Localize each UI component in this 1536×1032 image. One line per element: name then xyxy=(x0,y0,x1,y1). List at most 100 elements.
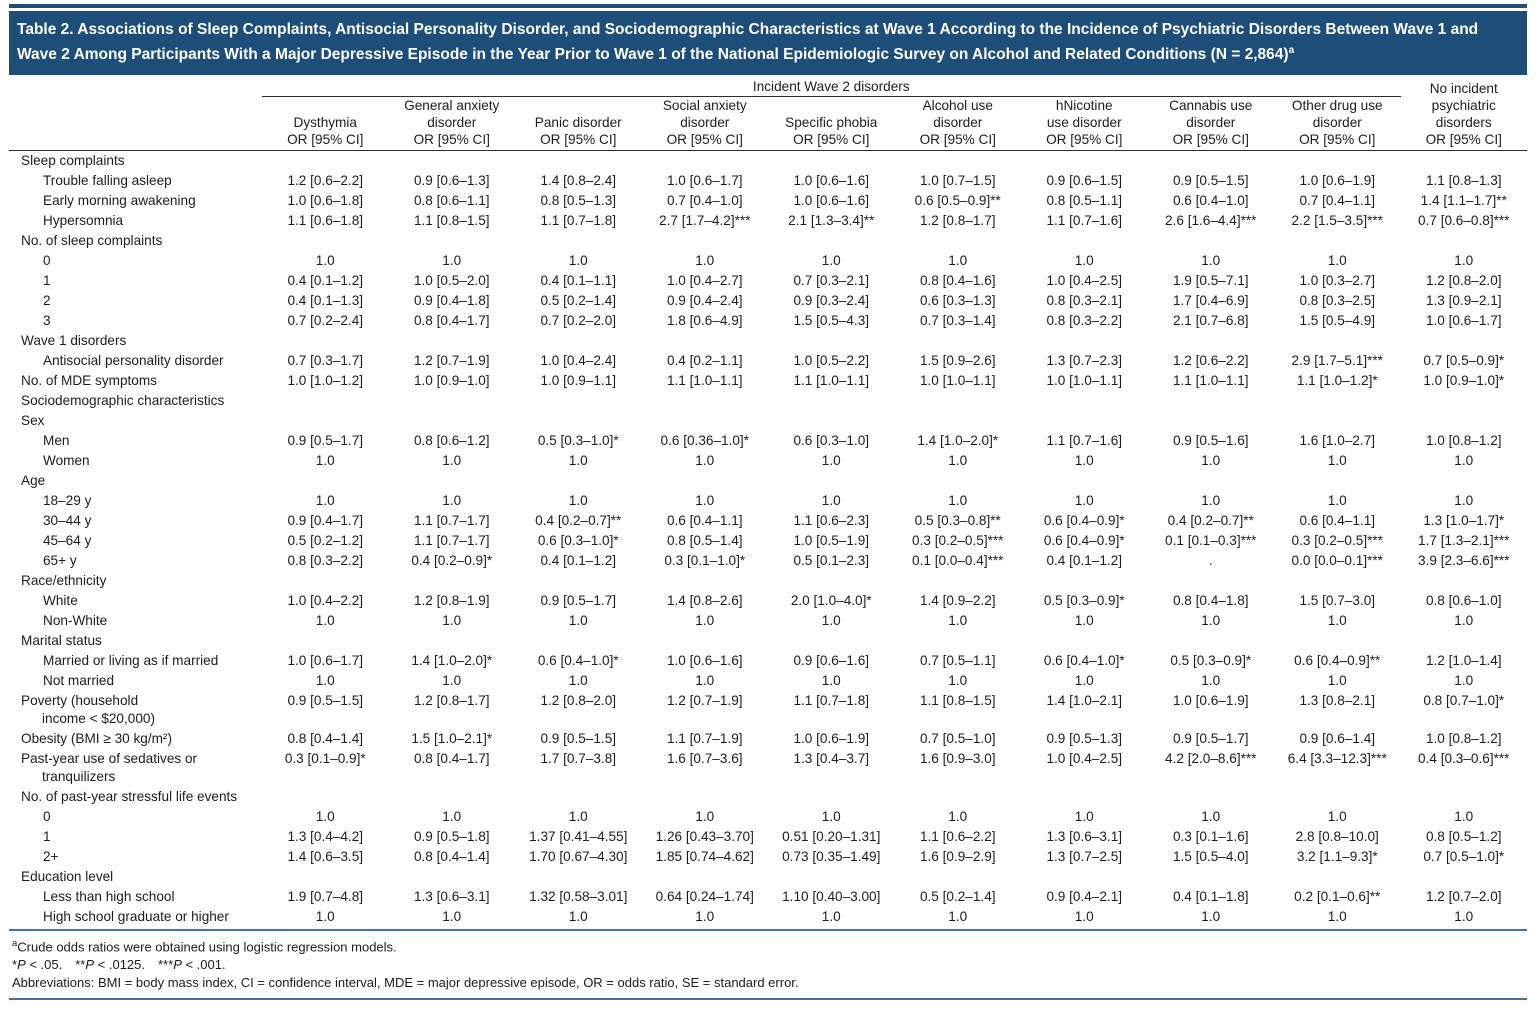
or-ci-cell: 1.5 [1.0–2.1]* xyxy=(411,731,493,747)
or-ci-cell: 1.0 xyxy=(821,613,841,629)
table-title: Table 2. Associations of Sleep Complaint… xyxy=(17,21,1479,64)
or-ci-cell: 0.3 [0.1–1.0]* xyxy=(664,553,746,569)
or-ci-cell: 1.2 [0.8–2.0] xyxy=(540,693,617,709)
row-label: Non-White xyxy=(43,613,108,629)
or-ci-cell: 1.0 xyxy=(315,809,335,825)
or-ci-cell: 0.7 [0.5–0.9]* xyxy=(1423,353,1505,369)
or-ci-cell: 1.4 [1.0–2.0]* xyxy=(917,433,999,449)
footnote-a-text: Crude odds ratios were obtained using lo… xyxy=(17,939,397,955)
or-ci-cell: 1.0 xyxy=(568,493,588,509)
or-ci-cell: 1.0 xyxy=(315,253,335,269)
table-row: Trouble falling asleep 1.2 [0.6–2.2] 0.9 [… xyxy=(9,171,1527,191)
or-ci-cell: 2.8 [0.8–10.0] xyxy=(1295,829,1379,845)
or-ci-cell: 2.2 [1.5–3.5]*** xyxy=(1291,213,1383,229)
or-ci-cell: 0.6 [0.4–1.0]* xyxy=(537,653,619,669)
or-ci-cell: 0.8 [0.4–1.8] xyxy=(1172,593,1249,609)
row-label: Not married xyxy=(43,673,115,689)
or-ci-cell: 1.4 [0.8–2.6] xyxy=(666,593,743,609)
or-ci-cell: 1.4 [0.6–3.5] xyxy=(287,849,364,865)
or-ci-cell: 1.3 [0.4–4.2] xyxy=(287,829,364,845)
or-ci-cell: 0.8 [0.4–1.4] xyxy=(287,731,364,747)
table-row: 2 0.4 [0.1–1.3] 0.9 [0.4–1.8] 0.5 [0.2–1.4]… xyxy=(9,291,1527,311)
or-ci-cell: 1.0 xyxy=(1327,809,1347,825)
or-ci-cell: 1.0 xyxy=(1327,493,1347,509)
or-ci-cell: 1.0 [0.4–2.5] xyxy=(1046,751,1123,767)
top-rule xyxy=(9,4,1527,8)
or-ci-cell: 1.9 [0.5–7.1] xyxy=(1172,273,1249,289)
or-ci-cell: 1.0 [0.6–1.7] xyxy=(1425,313,1502,329)
or-ci-cell: 0.8 [0.3–2.1] xyxy=(1046,293,1123,309)
or-ci-cell: 0.7 [0.5–1.1] xyxy=(919,653,996,669)
or-ci-cell: 1.7 [0.4–6.9] xyxy=(1172,293,1249,309)
or-ci-cell: 1.1 [0.8–1.5] xyxy=(413,213,490,229)
or-ci-cell: 1.0 [0.6–1.9] xyxy=(1299,173,1376,189)
section-row: No. of sleep complaints xyxy=(9,231,1527,251)
or-ci-cell: 1.5 [0.5–4.3] xyxy=(793,313,870,329)
or-ci-cell: 0.8 [0.5–1.2] xyxy=(1425,829,1502,845)
significance-item: **P < .0125. xyxy=(75,957,145,973)
row-label: Less than high school xyxy=(43,889,175,905)
or-ci-cell: 0.6 [0.4–1.0]* xyxy=(1043,653,1125,669)
table-row: 1 0.4 [0.1–1.2] 1.0 [0.5–2.0] 0.4 [0.1–1.1]… xyxy=(9,271,1527,291)
or-ci-cell: 1.0 xyxy=(1201,253,1221,269)
or-ci-cell: 1.0 xyxy=(442,493,462,509)
or-ci-cell: 0.64 [0.24–1.74] xyxy=(655,889,754,905)
or-ci-cell: 0.4 [0.3–0.6]*** xyxy=(1418,751,1510,767)
or-ci-cell: 0.3 [0.2–0.5]*** xyxy=(1291,533,1383,549)
or-ci-cell: 1.0 [0.6–1.8] xyxy=(287,193,364,209)
or-ci-cell: 0.7 [0.4–1.0] xyxy=(666,193,743,209)
or-ci-cell: 1.0 xyxy=(315,613,335,629)
footnote-a-marker: a xyxy=(12,938,18,950)
row-label: 1 xyxy=(43,273,51,289)
or-ci-cell: 1.0 xyxy=(1327,253,1347,269)
row-label: Hypersomnia xyxy=(43,213,124,229)
or-ci-cell: 0.7 [0.3–1.4] xyxy=(919,313,996,329)
or-ci-cell: 1.9 [0.7–4.8] xyxy=(287,889,364,905)
or-ci-cell: 1.0 xyxy=(821,909,841,925)
table-row: Not married 1.0 1.0 1.0 1.0 1.0 1.0 1.0 1.0 1.0 1.… xyxy=(9,671,1527,691)
or-ci-cell: 1.0 xyxy=(1074,493,1094,509)
section-row: Sleep complaints xyxy=(9,151,1527,172)
row-label: 65+ y xyxy=(43,553,77,569)
or-ci-cell: 1.0 xyxy=(695,253,715,269)
or-ci-cell: 1.0 xyxy=(442,253,462,269)
row-label: 30–44 y xyxy=(43,513,92,529)
or-ci-cell: 1.0 [0.4–2.5] xyxy=(1046,273,1123,289)
row-label: Men xyxy=(43,433,70,449)
or-ci-cell: 0.9 [0.5–1.7] xyxy=(540,593,617,609)
or-ci-cell: 1.0 xyxy=(1074,809,1094,825)
or-ci-cell: 0.8 [0.4–1.4] xyxy=(413,849,490,865)
section-row: Education level xyxy=(9,867,1527,887)
or-ci-cell: 1.0 xyxy=(568,453,588,469)
or-ci-cell: 0.8 [0.5–1.4] xyxy=(666,533,743,549)
or-ci-cell: 0.7 [0.5–1.0]* xyxy=(1423,849,1505,865)
column-header: Specific phobia OR [95% CI] xyxy=(768,96,895,152)
or-ci-cell: 1.3 [0.7–2.5] xyxy=(1046,849,1123,865)
table-row: Antisocial personality disorder 0.7 [0.3–… xyxy=(9,351,1527,371)
label-column-header xyxy=(9,78,262,152)
or-ci-cell: 1.2 [1.0–1.4] xyxy=(1425,653,1502,669)
or-ci-cell: 0.6 [0.3–1.3] xyxy=(919,293,996,309)
or-ci-cell: 0.9 [0.5–1.8] xyxy=(413,829,490,845)
results-table: Incident Wave 2 disorders No incident psy… xyxy=(9,78,1527,927)
or-ci-cell: 0.9 [0.5–1.6] xyxy=(1172,433,1249,449)
or-ci-cell: 0.3 [0.2–0.5]*** xyxy=(912,533,1004,549)
or-ci-cell: 1.0 xyxy=(821,453,841,469)
or-ci-cell: 1.0 xyxy=(1327,613,1347,629)
or-ci-cell: 1.0 xyxy=(821,673,841,689)
column-header: Other drug use disorder OR [95% CI] xyxy=(1274,96,1401,152)
or-ci-cell: 1.0 [0.5–2.2] xyxy=(793,353,870,369)
row-label: Women xyxy=(43,453,90,469)
or-ci-cell: 1.0 xyxy=(1327,673,1347,689)
or-ci-cell: 1.0 xyxy=(1201,909,1221,925)
or-ci-cell: 0.9 [0.6–1.6] xyxy=(793,653,870,669)
or-ci-cell: 1.37 [0.41–4.55] xyxy=(529,829,628,845)
or-ci-cell: 0.9 [0.6–1.3] xyxy=(413,173,490,189)
results-table-body: Sleep complaints Trouble falling asleep 1.… xyxy=(9,151,1527,928)
or-ci-cell: 0.9 [0.4–1.7] xyxy=(287,513,364,529)
or-ci-cell: 3.9 [2.3–6.6]*** xyxy=(1418,553,1510,569)
column-header-no-incident: No incident psychiatric disorders OR [95% C… xyxy=(1400,78,1527,152)
or-ci-cell: 0.8 [0.7–1.0]* xyxy=(1423,693,1505,709)
table-row: 65+ y 0.8 [0.3–2.2] 0.4 [0.2–0.9]* 0.4 [0.1… xyxy=(9,551,1527,571)
or-ci-cell: 1.0 xyxy=(695,673,715,689)
